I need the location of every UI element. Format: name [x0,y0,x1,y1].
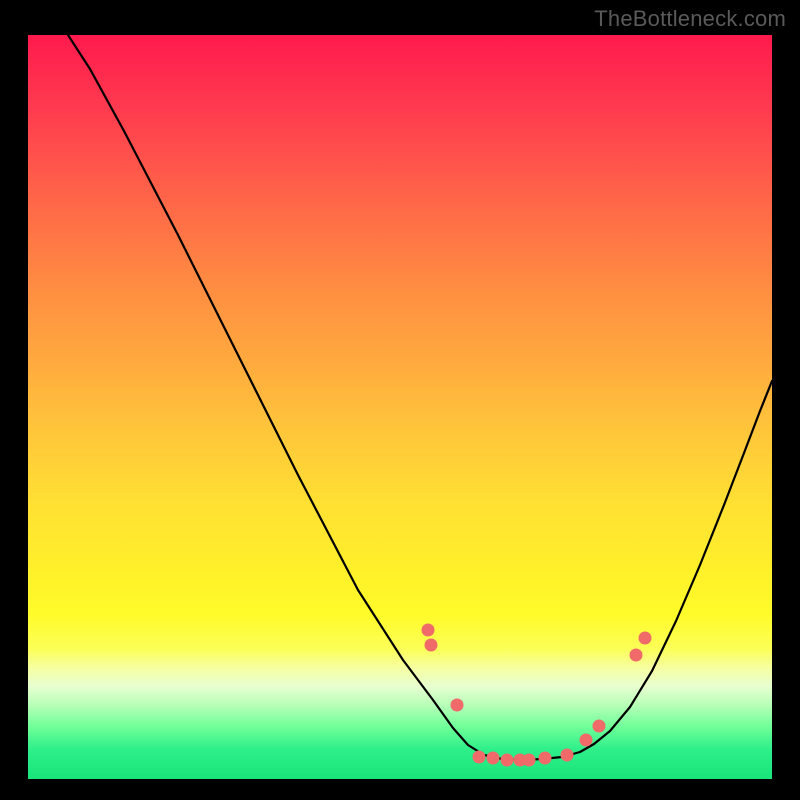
marker-dot [523,754,536,767]
marker-dot [539,752,552,765]
curve-right [594,381,772,744]
marker-dot [501,754,514,767]
marker-dot [639,632,652,645]
marker-dot [425,639,438,652]
curve-markers [422,624,652,767]
marker-dot [630,649,643,662]
chart-overlay [28,35,772,779]
plot-area [28,35,772,779]
marker-dot [451,699,464,712]
marker-dot [580,734,593,747]
marker-dot [487,752,500,765]
marker-dot [473,751,486,764]
watermark-text: TheBottleneck.com [594,6,786,32]
marker-dot [561,749,574,762]
marker-dot [422,624,435,637]
marker-dot [593,720,606,733]
curve-left [68,35,594,760]
